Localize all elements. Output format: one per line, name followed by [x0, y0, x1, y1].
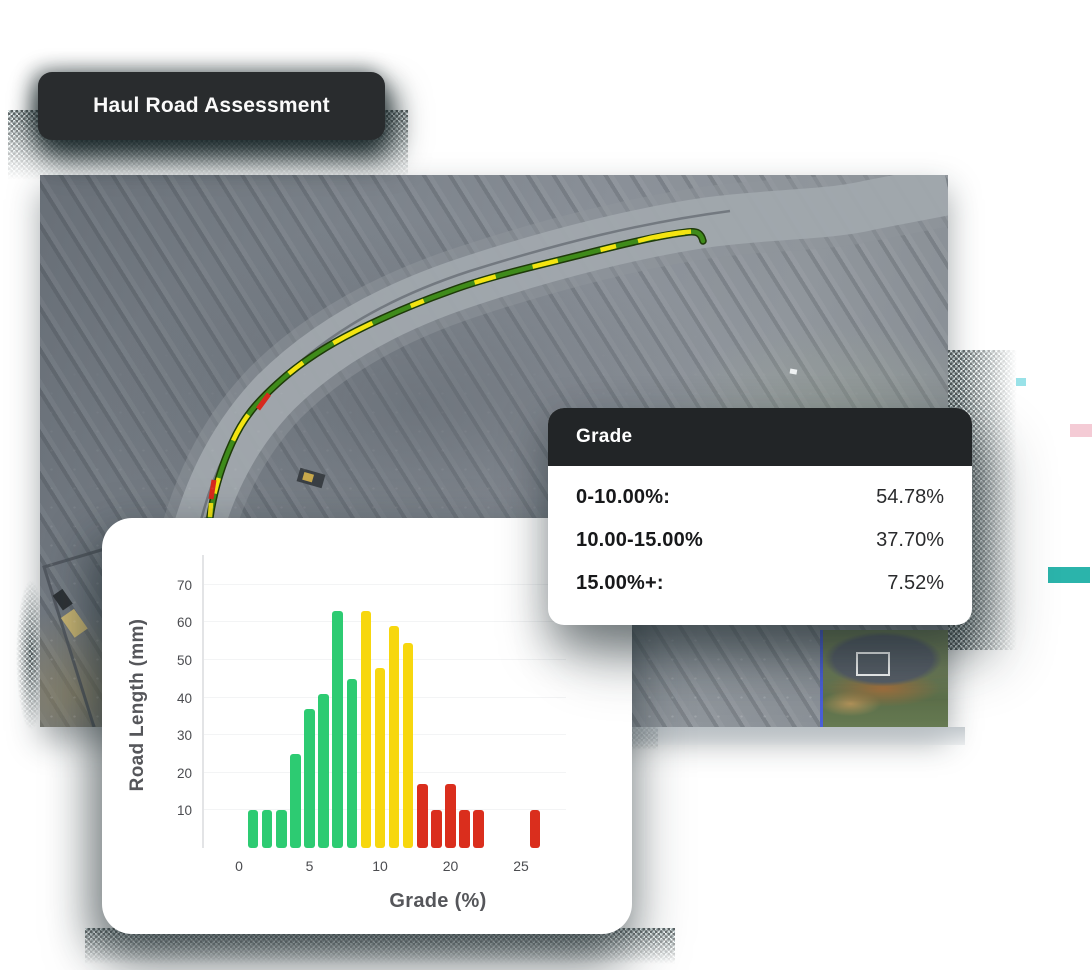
- haul-truck: [52, 588, 88, 638]
- x-tick-label-0: 0: [235, 858, 243, 874]
- grade-polyline-red-1: [255, 392, 272, 411]
- histogram-bar-slot-16: [459, 810, 470, 848]
- histogram-bar-slot-13: [417, 784, 428, 848]
- histogram-bar-slot-11: [388, 626, 400, 848]
- minimap-inset[interactable]: [823, 630, 948, 727]
- grade-panel-header: Grade: [548, 408, 972, 466]
- x-tick-label-25: 25: [513, 858, 529, 874]
- minimap-viewport-rect[interactable]: [856, 652, 890, 676]
- excavator: [296, 467, 326, 489]
- y-tick-label-30: 30: [176, 728, 192, 744]
- grade-polyline-yellow-top: [637, 229, 692, 244]
- gridline-y-70: [204, 583, 566, 585]
- gridline-y-60: [204, 621, 566, 623]
- vehicle-speck-3: [789, 368, 798, 375]
- grade-histogram-card: Road Length (mm) 10 20 30 40 50 60 70 0 5 10 20 25 …: [102, 518, 632, 934]
- y-tick-label-40: 40: [176, 690, 192, 706]
- haul-road-assessment-badge: Haul Road Assessment: [38, 72, 385, 140]
- histogram-bar-slot-21: [529, 810, 541, 848]
- grade-row-label: 0-10.00%:: [576, 486, 671, 508]
- grade-row-0-10: 0-10.00%: 54.78%: [576, 476, 944, 519]
- grade-row-label: 15.00%+:: [576, 572, 664, 594]
- histogram-bar-slot-4: [290, 754, 301, 848]
- y-tick-label-10: 10: [176, 803, 192, 819]
- histogram-bar-slot-1: [247, 810, 259, 848]
- grade-row-value: 54.78%: [876, 486, 944, 508]
- map-compare-divider[interactable]: [820, 630, 823, 727]
- x-tick-label-5: 5: [305, 858, 314, 874]
- grade-row-15-plus: 15.00%+: 7.52%: [576, 562, 944, 605]
- histogram-bar-slot-14: [431, 810, 442, 848]
- y-axis-title: Road Length (mm): [127, 618, 148, 792]
- grade-row-label: 10.00-15.00%: [576, 529, 703, 551]
- teal-glitch-dash: [1048, 567, 1090, 583]
- pink-glitch-dash: [1070, 424, 1092, 437]
- grade-polyline-red-2: [208, 479, 217, 500]
- grade-row-value: 37.70%: [876, 529, 944, 551]
- y-tick-label-50: 50: [176, 653, 192, 668]
- badge-label: Haul Road Assessment: [93, 94, 330, 117]
- grade-row-value: 7.52%: [887, 572, 944, 594]
- grade-summary-panel: Grade 0-10.00%: 54.78% 10.00-15.00% 37.7…: [548, 408, 972, 625]
- histogram-bar-slot-17: [473, 810, 484, 848]
- grade-polyline-yellow-tail: [207, 502, 214, 518]
- histogram-bar-slot-3: [276, 810, 287, 848]
- chart-plot: 10 20 30 40 50 60 70 0 5 10 20 25: [177, 555, 566, 874]
- histogram-bar-slot-10: [374, 667, 386, 848]
- x-axis-title: Grade (%): [389, 890, 487, 912]
- histogram-bar-slot-12: [402, 643, 414, 848]
- histogram-bar-slot-9: [360, 611, 372, 848]
- y-tick-label-60: 60: [176, 615, 192, 631]
- x-tick-label-10: 10: [372, 858, 388, 874]
- histogram-bar-slot-7: [332, 611, 343, 848]
- y-tick-label-70: 70: [176, 577, 192, 593]
- map-bottom-shadow-band: [600, 727, 965, 745]
- gridline-y-50: [204, 659, 566, 660]
- cyan-glitch-speck: [1016, 378, 1026, 386]
- histogram-bar-slot-15: [445, 784, 456, 848]
- histogram-bar-slot-5: [304, 708, 315, 848]
- histogram-bar-slot-2: [261, 810, 273, 848]
- histogram-bar-slot-6: [318, 693, 329, 848]
- grade-row-10-15: 10.00-15.00% 37.70%: [576, 519, 944, 562]
- grade-panel-title: Grade: [576, 426, 633, 447]
- y-tick-label-20: 20: [176, 765, 192, 781]
- grade-rows: 0-10.00%: 54.78% 10.00-15.00% 37.70% 15.…: [548, 466, 972, 605]
- histogram-bar-slot-8: [346, 678, 358, 848]
- x-tick-label-20: 20: [442, 858, 459, 874]
